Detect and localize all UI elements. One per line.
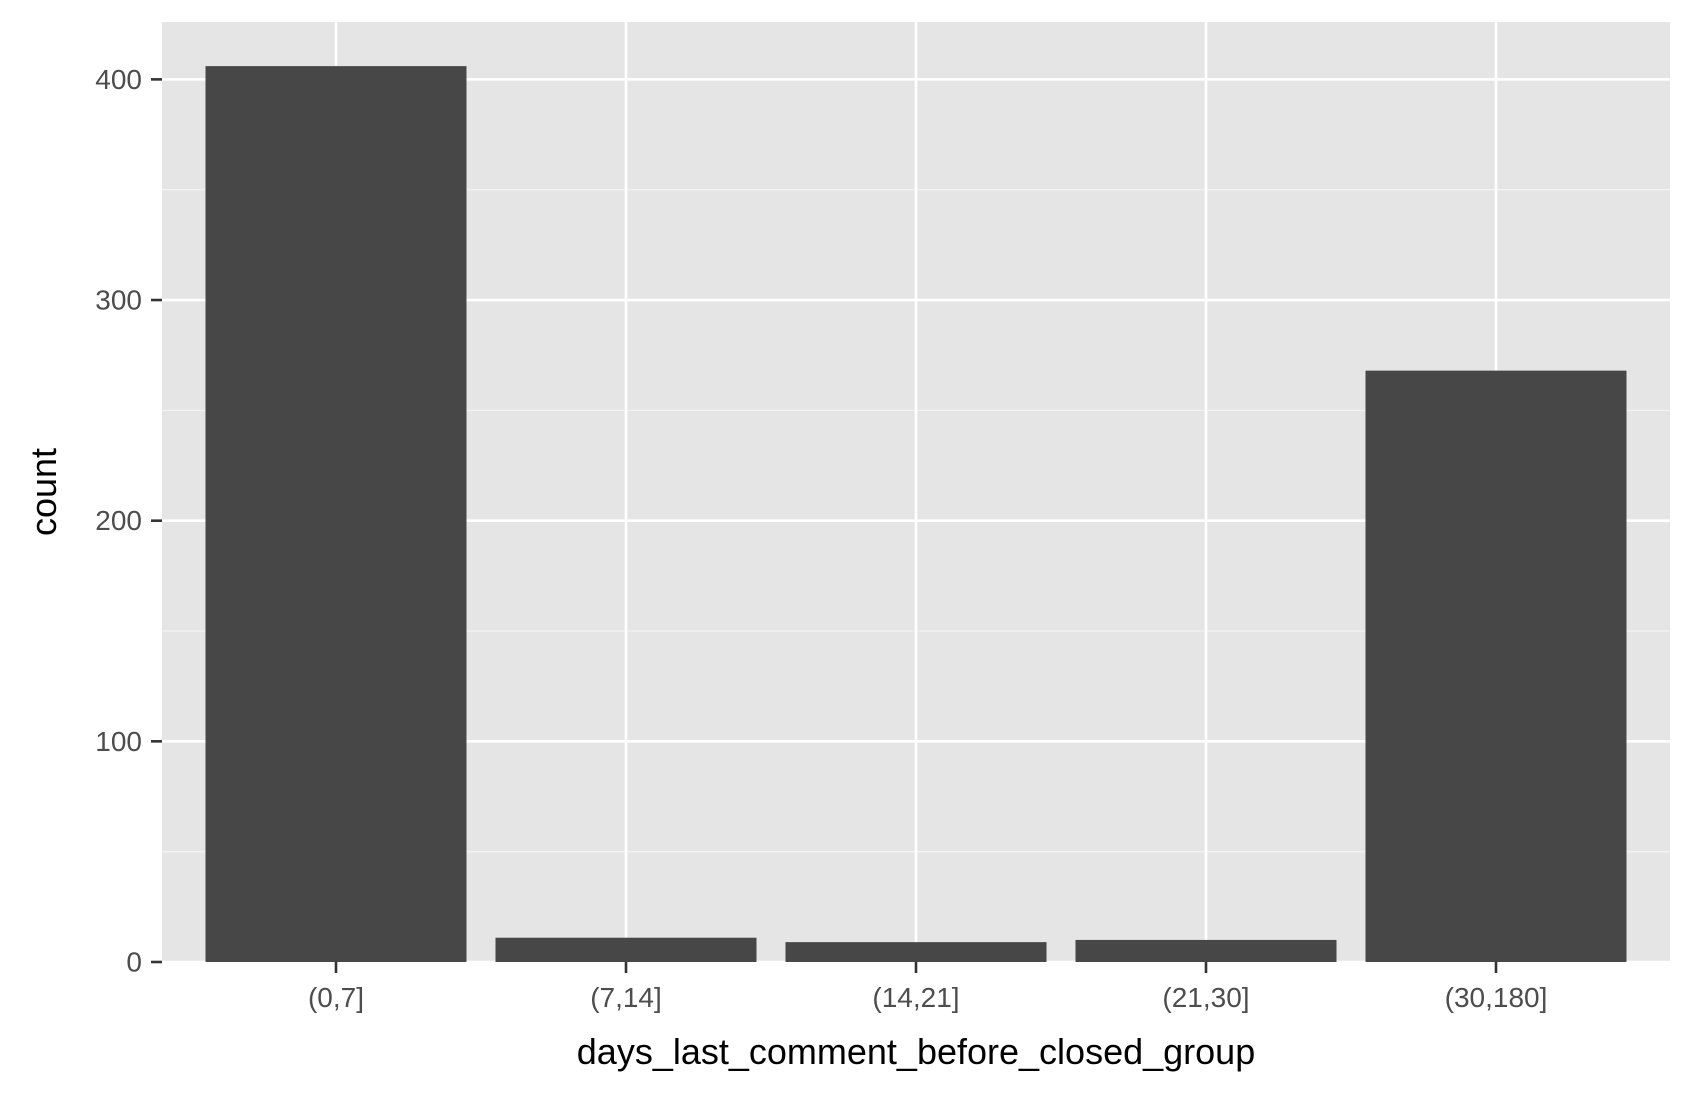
y-tick-label: 400	[95, 64, 142, 95]
x-tick-label: (7,14]	[590, 982, 662, 1013]
y-tick-label: 0	[126, 947, 142, 978]
bar-1	[495, 937, 757, 962]
y-axis-title: count	[23, 448, 64, 536]
x-axis-title: days_last_comment_before_closed_group	[577, 1031, 1255, 1072]
bar-2	[785, 942, 1047, 962]
y-axis: 0 100 200 300 400	[95, 64, 162, 978]
bar-3	[1075, 939, 1337, 962]
y-tick-label: 300	[95, 285, 142, 316]
x-tick-label: (21,30]	[1162, 982, 1249, 1013]
x-tick-label: (0,7]	[308, 982, 364, 1013]
bar-4	[1365, 370, 1627, 962]
x-axis: (0,7] (7,14] (14,21] (21,30] (30,180]	[308, 962, 1547, 1013]
x-tick-label: (30,180]	[1445, 982, 1548, 1013]
y-tick-label: 100	[95, 726, 142, 757]
bars-group	[205, 66, 1627, 962]
y-tick-label: 200	[95, 505, 142, 536]
x-tick-label: (14,21]	[872, 982, 959, 1013]
bar-0	[205, 66, 467, 962]
